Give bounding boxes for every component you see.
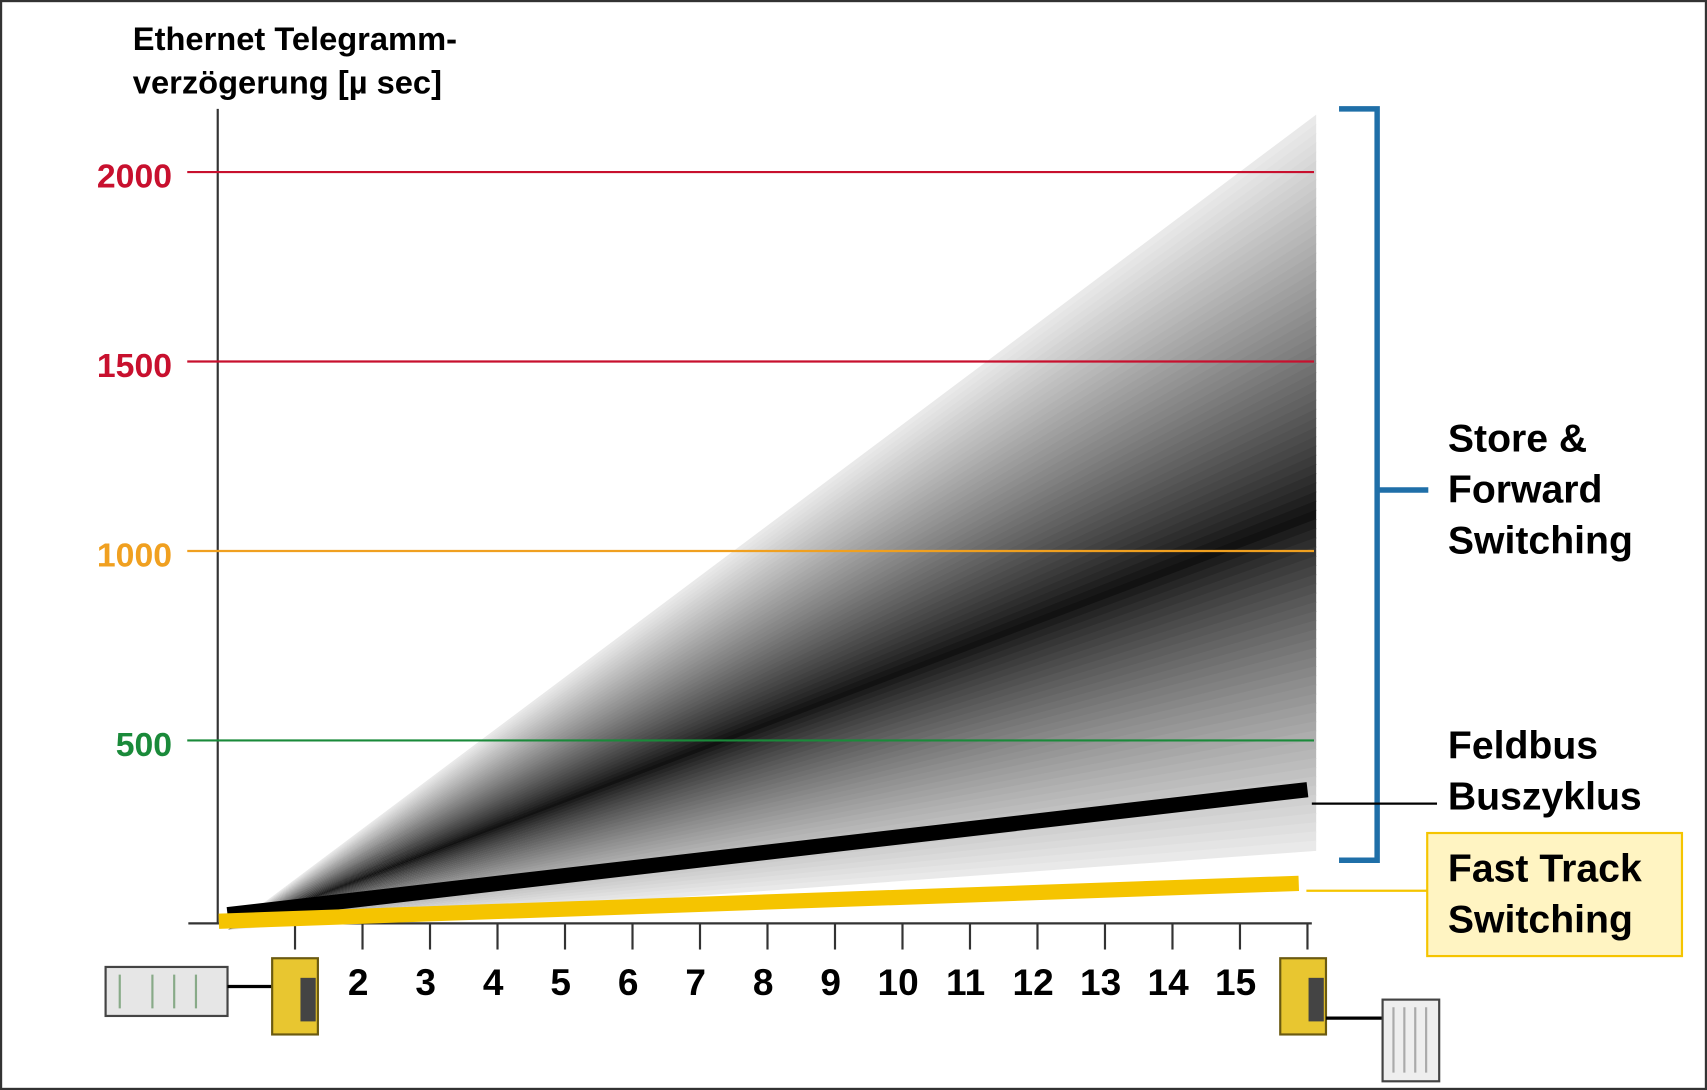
label: Buszyklus bbox=[1448, 776, 1642, 819]
wedge-slice bbox=[227, 564, 1317, 930]
wedge-slice bbox=[227, 555, 1317, 930]
wedge-slice bbox=[227, 656, 1317, 930]
x-tick-label: 15 bbox=[1215, 961, 1256, 1003]
wedge-slice bbox=[227, 629, 1317, 930]
x-tick-label: 2 bbox=[348, 961, 369, 1003]
wedge-slice bbox=[227, 206, 1317, 930]
y-tick-label: 1000 bbox=[97, 536, 172, 574]
wedge-slice bbox=[227, 583, 1317, 930]
wedge-slice bbox=[227, 362, 1317, 930]
wedge-slice bbox=[227, 592, 1317, 930]
wedge-slice bbox=[227, 169, 1317, 930]
wedge-slice bbox=[227, 335, 1317, 930]
wedge-slice bbox=[227, 243, 1317, 930]
x-tick-label: 13 bbox=[1080, 961, 1121, 1003]
wedge-slice bbox=[227, 803, 1317, 930]
y-tick-label: 1500 bbox=[97, 347, 172, 385]
wedge-slice bbox=[227, 280, 1317, 930]
x-tick-label: 11 bbox=[946, 961, 985, 1003]
x-tick-label: 9 bbox=[820, 961, 841, 1003]
wedge-slice bbox=[227, 739, 1317, 930]
label: Switching bbox=[1448, 899, 1633, 942]
wedge-slice bbox=[227, 215, 1317, 930]
wedge-slice bbox=[227, 620, 1317, 930]
x-tick-label: 5 bbox=[550, 961, 571, 1003]
label: Ethernet Telegramm- bbox=[133, 20, 457, 57]
x-tick-label: 6 bbox=[618, 961, 639, 1003]
wedge-slice bbox=[227, 224, 1317, 930]
wedge-slice bbox=[227, 417, 1317, 930]
label: Switching bbox=[1448, 520, 1633, 563]
series-line bbox=[218, 875, 1300, 929]
wedge-slice bbox=[227, 160, 1317, 930]
wedge-slice bbox=[227, 178, 1317, 930]
wedge-slice bbox=[227, 289, 1317, 930]
bracket bbox=[1339, 106, 1429, 863]
series-line bbox=[226, 782, 1309, 923]
y-tick-label: 2000 bbox=[97, 158, 172, 196]
wedge-slice bbox=[227, 711, 1317, 930]
wedge-slice bbox=[227, 298, 1317, 930]
label: verzögerung [µ sec] bbox=[133, 64, 442, 101]
x-tick-label: 8 bbox=[753, 961, 774, 1003]
wedge-slice bbox=[227, 528, 1317, 930]
wedge-slice bbox=[227, 666, 1317, 930]
wedge-slice bbox=[227, 482, 1317, 930]
wedge-slice bbox=[227, 390, 1317, 930]
wedge-slice bbox=[227, 234, 1317, 930]
x-tick-label: 12 bbox=[1013, 961, 1054, 1003]
highlight-box bbox=[1426, 831, 1684, 958]
x-tick-label: 3 bbox=[415, 961, 436, 1003]
wedge-slice bbox=[227, 114, 1317, 930]
label: Fast Track bbox=[1448, 847, 1642, 890]
wedge-slice bbox=[227, 730, 1317, 930]
label: Forward bbox=[1448, 469, 1603, 512]
wedge-slice bbox=[227, 399, 1317, 930]
wedge-slice bbox=[227, 610, 1317, 930]
wedge-slice bbox=[227, 427, 1317, 930]
label: Feldbus bbox=[1448, 724, 1598, 767]
x-tick-label: 14 bbox=[1148, 961, 1190, 1003]
wedge-slice bbox=[227, 546, 1317, 930]
wedge-slice bbox=[227, 537, 1317, 930]
device-left bbox=[104, 957, 319, 1036]
wedge-slice bbox=[227, 840, 1317, 930]
y-tick-label: 500 bbox=[116, 726, 172, 764]
wedge-slice bbox=[227, 601, 1317, 930]
device-right bbox=[1279, 957, 1441, 1083]
wedge-slice bbox=[227, 721, 1317, 930]
wedge-slice bbox=[227, 408, 1317, 930]
wedge bbox=[227, 114, 1317, 930]
wedge-slice bbox=[227, 142, 1317, 930]
x-tick-label: 4 bbox=[483, 961, 504, 1003]
x-tick-label: 7 bbox=[685, 961, 706, 1003]
wedge-slice bbox=[227, 270, 1317, 930]
label: Store & bbox=[1448, 417, 1587, 460]
x-tick-label: 10 bbox=[878, 961, 919, 1003]
